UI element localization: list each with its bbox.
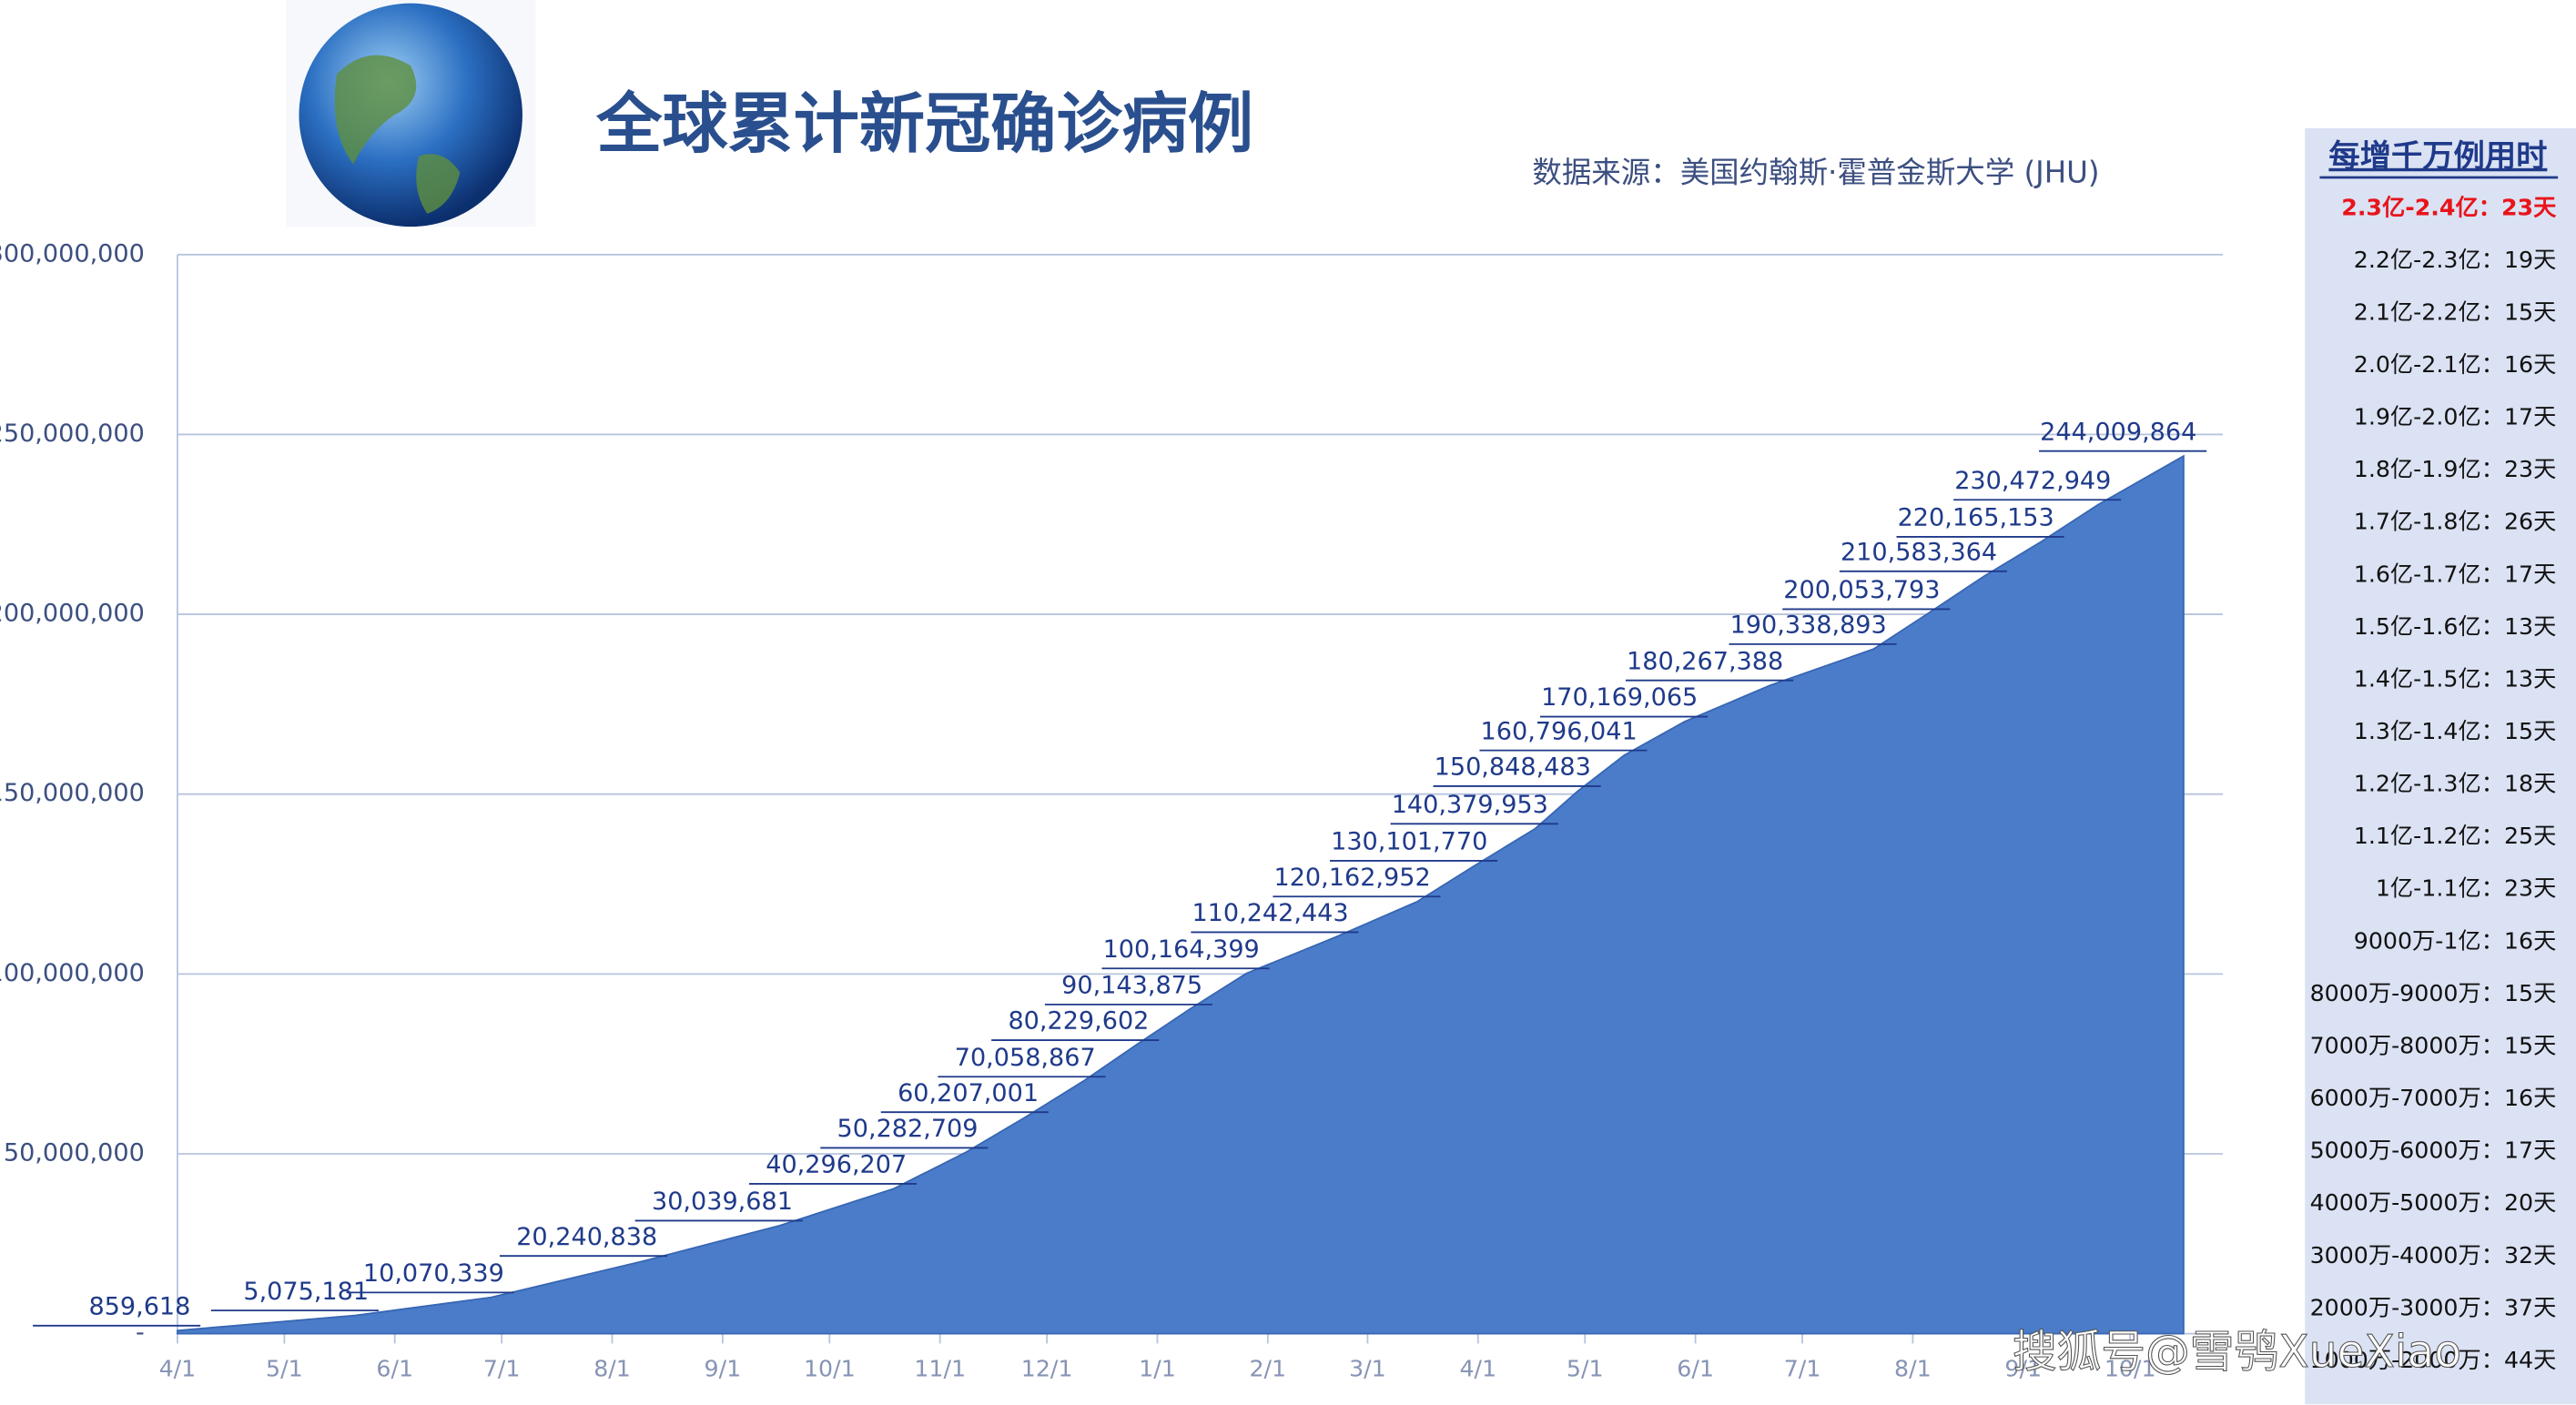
value-label: 190,338,893 — [1730, 611, 1887, 639]
y-tick-label: 150,000,000 — [0, 779, 145, 807]
side-panel-row: 1.3亿-1.4亿：15天 — [2354, 718, 2557, 744]
y-tick-label: - — [136, 1319, 145, 1347]
value-label: 160,796,041 — [1481, 717, 1638, 745]
x-tick-label: 2/1 — [1249, 1355, 1286, 1381]
x-tick-label: 3/1 — [1349, 1355, 1386, 1381]
value-label: 220,165,153 — [1898, 504, 2054, 532]
side-panel-row: 6000万-7000万：16天 — [2310, 1085, 2557, 1111]
y-tick-label: 50,000,000 — [4, 1138, 145, 1167]
value-label: 20,240,838 — [516, 1223, 657, 1251]
side-panel-row: 1.7亿-1.8亿：26天 — [2354, 509, 2557, 535]
x-tick-label: 7/1 — [1784, 1355, 1821, 1381]
globe-land — [334, 55, 461, 214]
side-panel-row: 1.2亿-1.3亿：18天 — [2354, 771, 2557, 797]
value-label: 150,848,483 — [1435, 753, 1591, 782]
value-label: 60,207,001 — [898, 1079, 1039, 1107]
value-label: 170,169,065 — [1541, 683, 1698, 712]
x-tick-label: 9/1 — [2004, 1355, 2042, 1381]
y-tick-label: 300,000,000 — [0, 239, 145, 268]
chart-subtitle: 数据来源：美国约翰斯·霍普金斯大学 (JHU) — [1532, 155, 2099, 189]
value-label: 180,267,388 — [1627, 647, 1783, 675]
y-tick-label: 100,000,000 — [0, 959, 145, 987]
x-tick-label: 1/1 — [1139, 1355, 1176, 1381]
side-panel-row: 2.1亿-2.2亿：15天 — [2354, 298, 2557, 325]
value-label: 90,143,875 — [1061, 972, 1202, 1000]
value-label: 200,053,793 — [1783, 576, 1940, 604]
side-panel-row: 1亿-1.1亿：23天 — [2376, 875, 2556, 902]
value-label: 210,583,364 — [1841, 538, 1997, 566]
value-label: 230,472,949 — [1954, 467, 2111, 495]
side-panel-row: 2.0亿-2.1亿：16天 — [2354, 351, 2557, 378]
side-panel — [2305, 127, 2576, 1405]
y-tick-label: 250,000,000 — [0, 419, 145, 448]
side-panel-row: 1.6亿-1.7亿：17天 — [2354, 561, 2557, 587]
value-label: 70,058,867 — [955, 1044, 1096, 1072]
side-panel-title: 每增千万例用时 — [2328, 138, 2547, 175]
value-label: 5,075,181 — [243, 1278, 369, 1306]
side-panel-row: 1.8亿-1.9亿：23天 — [2354, 456, 2557, 482]
area — [177, 454, 2185, 1335]
value-label: 110,242,443 — [1192, 899, 1348, 927]
x-tick-label: 7/1 — [483, 1355, 521, 1381]
value-label: 120,162,952 — [1274, 864, 1431, 892]
side-panel-row: 9000万-1亿：16天 — [2354, 927, 2557, 954]
value-label: 130,101,770 — [1331, 828, 1487, 856]
x-tick-label: 8/1 — [593, 1355, 631, 1381]
value-label: 140,379,953 — [1392, 791, 1548, 819]
side-panel-row: 4000万-5000万：20天 — [2310, 1189, 2557, 1216]
value-label: 50,282,709 — [837, 1115, 979, 1143]
globe — [299, 3, 522, 227]
value-label: 80,229,602 — [1008, 1007, 1149, 1036]
x-tick-label: 4/1 — [159, 1355, 197, 1381]
value-label: 30,039,681 — [652, 1188, 793, 1216]
side-panel-row: 8000万-9000万：15天 — [2310, 980, 2557, 1006]
side-panel-row: 1.4亿-1.5亿：13天 — [2354, 665, 2557, 692]
x-tick-label: 5/1 — [1567, 1355, 1604, 1381]
side-panel-row: 1000万-2000万：44天 — [2310, 1347, 2557, 1373]
x-tick-label: 6/1 — [376, 1355, 413, 1381]
side-panel-row: 3000万-4000万：32天 — [2310, 1242, 2557, 1269]
x-tick-label: 10/1 — [2104, 1355, 2156, 1381]
side-panel-row: 1.5亿-1.6亿：13天 — [2354, 613, 2557, 640]
value-label: 859,618 — [88, 1292, 190, 1320]
chart-title: 全球累计新冠确诊病例 — [595, 86, 1253, 163]
value-label: 244,009,864 — [2040, 418, 2196, 446]
value-label: 10,070,339 — [363, 1259, 504, 1288]
side-panel-row: 2000万-3000万：37天 — [2310, 1294, 2557, 1320]
side-panel-row: 5000万-6000万：17天 — [2310, 1137, 2557, 1164]
x-tick-label: 12/1 — [1021, 1355, 1073, 1381]
side-panel-row: 7000万-8000万：15天 — [2310, 1032, 2557, 1058]
x-tick-label: 9/1 — [705, 1355, 742, 1381]
side-panel-row: 2.2亿-2.3亿：19天 — [2354, 247, 2557, 273]
x-tick-label: 11/1 — [914, 1355, 966, 1381]
x-tick-label: 6/1 — [1677, 1355, 1714, 1381]
x-tick-label: 10/1 — [804, 1355, 856, 1381]
side-panel-row: 2.3亿-2.4亿：23天 — [2341, 194, 2557, 220]
x-tick-label: 5/1 — [266, 1355, 303, 1381]
watermark: 搜狐号@雪鸮XueXiao — [2013, 1327, 2461, 1378]
x-tick-label: 8/1 — [1894, 1355, 1932, 1381]
value-label: 40,296,207 — [766, 1151, 907, 1179]
y-tick-label: 200,000,000 — [0, 600, 145, 628]
side-panel-row: 1.9亿-2.0亿：17天 — [2354, 404, 2557, 430]
x-tick-label: 4/1 — [1459, 1355, 1496, 1381]
value-label: 100,164,399 — [1103, 935, 1260, 964]
side-panel-row: 1.1亿-1.2亿：25天 — [2354, 823, 2557, 849]
